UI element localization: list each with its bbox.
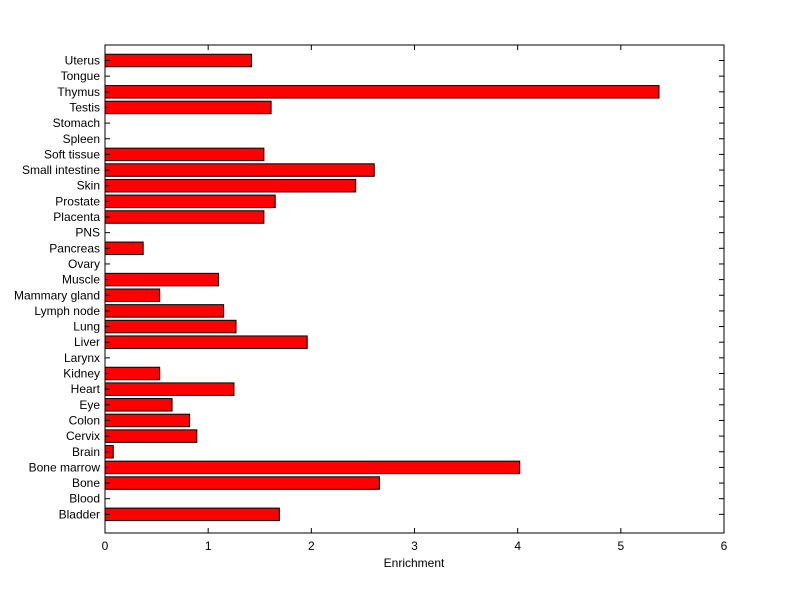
bar-skin: [104, 178, 357, 193]
plot-area-background: [105, 45, 724, 533]
category-label-lymph-node: Lymph node: [34, 304, 100, 318]
bar-soft-tissue: [104, 147, 265, 162]
bar-lymph-node: [104, 304, 225, 318]
category-label-ovary: Ovary: [68, 257, 100, 271]
bar-prostate: [104, 194, 276, 209]
category-label-placenta: Placenta: [53, 210, 100, 224]
category-label-thymus: Thymus: [57, 85, 100, 99]
bar-uterus: [104, 53, 252, 68]
category-label-mammary-gland: Mammary gland: [14, 288, 100, 302]
bar-colon: [104, 413, 191, 428]
category-label-cervix: Cervix: [66, 429, 100, 443]
category-label-kidney: Kidney: [63, 367, 100, 381]
x-tick-label-2: 2: [308, 539, 315, 553]
bar-bone: [104, 476, 380, 490]
category-label-pns: PNS: [75, 226, 100, 240]
bar-bladder: [104, 507, 280, 522]
bar-thymus: [104, 85, 660, 99]
ticks-layer: [104, 45, 725, 533]
category-label-prostate: Prostate: [55, 194, 100, 208]
bar-lung: [104, 319, 237, 334]
category-label-colon: Colon: [69, 413, 100, 427]
bar-testis: [104, 100, 272, 115]
category-label-testis: Testis: [69, 100, 100, 114]
category-label-larynx: Larynx: [64, 351, 100, 365]
category-label-eye: Eye: [79, 398, 100, 412]
bar-cervix: [104, 429, 198, 443]
bar-heart: [104, 382, 235, 396]
category-label-blood: Blood: [69, 492, 100, 506]
category-label-tongue: Tongue: [61, 69, 101, 83]
category-label-lung: Lung: [73, 320, 100, 334]
category-label-uterus: Uterus: [65, 54, 100, 68]
x-tick-label-6: 6: [721, 539, 728, 553]
category-label-muscle: Muscle: [62, 273, 100, 287]
category-label-bone-marrow: Bone marrow: [29, 460, 101, 474]
category-label-bone: Bone: [72, 476, 100, 490]
x-tick-label-3: 3: [411, 539, 418, 553]
category-label-spleen: Spleen: [63, 132, 100, 146]
category-label-heart: Heart: [71, 382, 101, 396]
x-axis-label: Enrichment: [384, 556, 445, 570]
x-tick-label-1: 1: [205, 539, 212, 553]
category-label-bladder: Bladder: [59, 507, 100, 521]
bar-muscle: [104, 272, 219, 287]
x-tick-label-5: 5: [617, 539, 624, 553]
category-label-soft-tissue: Soft tissue: [44, 147, 100, 161]
x-tick-label-0: 0: [102, 539, 109, 553]
bar-pancreas: [104, 241, 144, 256]
bar-small-intestine: [104, 163, 375, 177]
bar-kidney: [104, 366, 161, 381]
bar-bone-marrow: [104, 460, 521, 475]
bar-placenta: [104, 210, 265, 224]
category-label-stomach: Stomach: [53, 116, 100, 130]
category-label-liver: Liver: [74, 335, 100, 349]
x-tick-label-4: 4: [514, 539, 521, 553]
bar-liver: [104, 335, 308, 349]
category-label-small-intestine: Small intestine: [22, 163, 100, 177]
category-label-brain: Brain: [72, 445, 100, 459]
bar-mammary-gland: [104, 288, 161, 302]
category-label-pancreas: Pancreas: [49, 241, 100, 255]
bar-eye: [104, 398, 173, 412]
category-label-skin: Skin: [77, 179, 100, 193]
